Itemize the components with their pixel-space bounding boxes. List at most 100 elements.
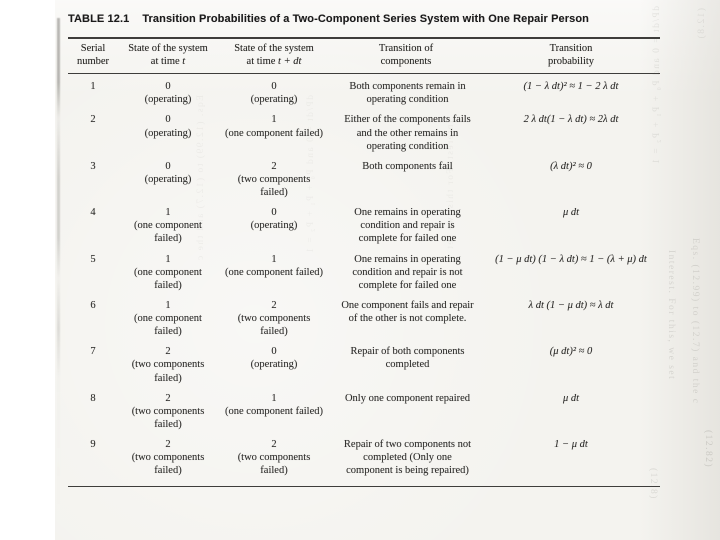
table-body: 1 0 (operating) 0 (operating) Both compo… bbox=[68, 74, 660, 487]
cell-state-at-t-dt: 1 (one component failed) bbox=[218, 107, 330, 153]
cell-transition-probability: λ dt (1 − μ dt) ≈ λ dt bbox=[528, 299, 614, 311]
cell-serial-number: 8 bbox=[90, 392, 96, 404]
cell-transition-probability: (μ dt)² ≈ 0 bbox=[549, 346, 593, 358]
header-line: Serial bbox=[80, 43, 106, 54]
state-label: (operating) bbox=[144, 127, 192, 139]
cell-state-at-t-dt: 2 (two components failed) bbox=[218, 432, 330, 487]
cell-state-at-t-dt: 0 (operating) bbox=[218, 200, 330, 246]
column-header-state-at-t-dt: State of the system at time t + dt bbox=[218, 38, 330, 75]
state-value: 2 bbox=[271, 299, 277, 311]
table-row: 5 1 (one component failed) 1 (one compon… bbox=[68, 247, 660, 293]
header-line: components bbox=[380, 55, 432, 67]
header-line: number bbox=[76, 55, 110, 67]
state-label: (operating) bbox=[250, 359, 298, 371]
cell-serial-number: 4 bbox=[90, 207, 96, 219]
state-value: 1 bbox=[271, 114, 277, 126]
state-value: 2 bbox=[271, 160, 277, 172]
state-value: 2 bbox=[165, 392, 171, 404]
header-line: State of the system bbox=[128, 43, 208, 54]
header-line: Transition bbox=[549, 43, 593, 54]
header-row: Serial number State of the system at tim… bbox=[68, 38, 660, 75]
table-header: Serial number State of the system at tim… bbox=[68, 38, 660, 75]
cell-state-at-t-dt: 0 (operating) bbox=[218, 339, 330, 385]
table-row: 4 1 (one component failed) 0 (operating)… bbox=[68, 200, 660, 246]
state-value: 0 bbox=[271, 346, 277, 358]
state-value: 1 bbox=[271, 253, 277, 265]
state-value: 1 bbox=[165, 253, 171, 265]
state-label: (two components failed) bbox=[131, 452, 205, 477]
cell-state-at-t: 2 (two components failed) bbox=[118, 339, 218, 385]
header-line: probability bbox=[547, 55, 595, 67]
cell-state-at-t: 0 (operating) bbox=[118, 154, 218, 200]
cell-serial-number: 6 bbox=[90, 299, 96, 311]
cell-state-at-t: 1 (one component failed) bbox=[118, 200, 218, 246]
cell-serial-number: 5 bbox=[90, 253, 96, 265]
cell-state-at-t-dt: 0 (operating) bbox=[218, 74, 330, 108]
table-row: 6 1 (one component failed) 2 (two compon… bbox=[68, 293, 660, 339]
column-header-serial-number: Serial number bbox=[68, 38, 118, 75]
table-row: 1 0 (operating) 0 (operating) Both compo… bbox=[68, 74, 660, 108]
state-label: (one component failed) bbox=[134, 266, 202, 291]
cell-state-at-t-dt: 1 (one component failed) bbox=[218, 247, 330, 293]
state-label: (two components failed) bbox=[237, 313, 311, 338]
state-label: (operating) bbox=[250, 94, 298, 106]
cell-transition-description: One remains in operating condition and r… bbox=[352, 253, 463, 291]
state-label: (one component failed) bbox=[225, 127, 323, 139]
state-label: (one component failed) bbox=[225, 266, 323, 278]
state-label: (two components failed) bbox=[237, 173, 311, 199]
transition-probability-table: Serial number State of the system at tim… bbox=[68, 37, 660, 488]
cell-transition-description: Repair of two components not completed (… bbox=[343, 439, 472, 477]
table-number-label: TABLE 12.1 bbox=[68, 13, 130, 25]
cell-state-at-t: 2 (two components failed) bbox=[118, 386, 218, 432]
state-label: (two components failed) bbox=[237, 452, 311, 477]
table-caption: TABLE 12.1 Transition Probabilities of a… bbox=[68, 13, 589, 25]
cell-state-at-t: 2 (two components failed) bbox=[118, 432, 218, 487]
column-header-transition-probability: Transition probability bbox=[482, 38, 660, 75]
header-line: State of the system bbox=[234, 43, 314, 54]
state-value: 0 bbox=[165, 114, 171, 126]
cell-state-at-t: 0 (operating) bbox=[118, 74, 218, 108]
cell-transition-description: Either of the components fails and the o… bbox=[344, 114, 471, 152]
state-label: (operating) bbox=[250, 220, 298, 232]
cell-state-at-t-dt: 1 (one component failed) bbox=[218, 386, 330, 432]
header-line: at time t bbox=[118, 56, 218, 69]
cell-transition-description: Repair of both components completed bbox=[350, 346, 465, 371]
cell-state-at-t-dt: 2 (two components failed) bbox=[218, 293, 330, 339]
state-label: (operating) bbox=[144, 94, 192, 106]
cell-transition-probability: 1 − μ dt bbox=[554, 439, 588, 451]
cell-state-at-t-dt: 2 (two components failed) bbox=[218, 154, 330, 200]
table-row: 8 2 (two components failed) 1 (one compo… bbox=[68, 386, 660, 432]
cell-transition-probability: (1 − λ dt)² ≈ 1 − 2 λ dt bbox=[523, 81, 619, 93]
scan-fold-shadow bbox=[57, 18, 60, 518]
state-value: 0 bbox=[165, 81, 171, 93]
cell-serial-number: 7 bbox=[90, 346, 96, 358]
header-text: at time bbox=[150, 55, 183, 67]
state-value: 1 bbox=[165, 207, 171, 219]
time-variable: t bbox=[182, 55, 186, 67]
table-row: 2 0 (operating) 1 (one component failed)… bbox=[68, 107, 660, 153]
state-value: 2 bbox=[271, 439, 277, 451]
cell-transition-probability: μ dt bbox=[562, 207, 580, 219]
cell-transition-description: Both components fail bbox=[362, 160, 453, 172]
cell-transition-description: Both components remain in operating cond… bbox=[349, 81, 466, 106]
table-title-text: Transition Probabilities of a Two-Compon… bbox=[142, 13, 589, 25]
cell-serial-number: 9 bbox=[90, 439, 96, 451]
cell-state-at-t: 1 (one component failed) bbox=[118, 293, 218, 339]
state-value: 2 bbox=[165, 439, 171, 451]
state-value: 1 bbox=[271, 392, 277, 404]
state-value: 0 bbox=[271, 207, 277, 219]
cell-transition-description: Only one component repaired bbox=[344, 392, 471, 404]
cell-transition-description: One component fails and repair of the ot… bbox=[341, 299, 474, 325]
state-value: 0 bbox=[165, 160, 171, 172]
table-row: 7 2 (two components failed) 0 (operating… bbox=[68, 339, 660, 385]
cell-serial-number: 3 bbox=[90, 160, 96, 172]
state-label: (one component failed) bbox=[134, 313, 202, 338]
header-text: at time bbox=[246, 55, 279, 67]
state-value: 1 bbox=[165, 299, 171, 311]
state-value: 0 bbox=[271, 81, 277, 93]
state-label: (operating) bbox=[144, 173, 192, 185]
cell-serial-number: 2 bbox=[90, 114, 96, 126]
table-row: 3 0 (operating) 2 (two components failed… bbox=[68, 154, 660, 200]
table-row: 9 2 (two components failed) 2 (two compo… bbox=[68, 432, 660, 487]
column-header-state-at-t: State of the system at time t bbox=[118, 38, 218, 75]
